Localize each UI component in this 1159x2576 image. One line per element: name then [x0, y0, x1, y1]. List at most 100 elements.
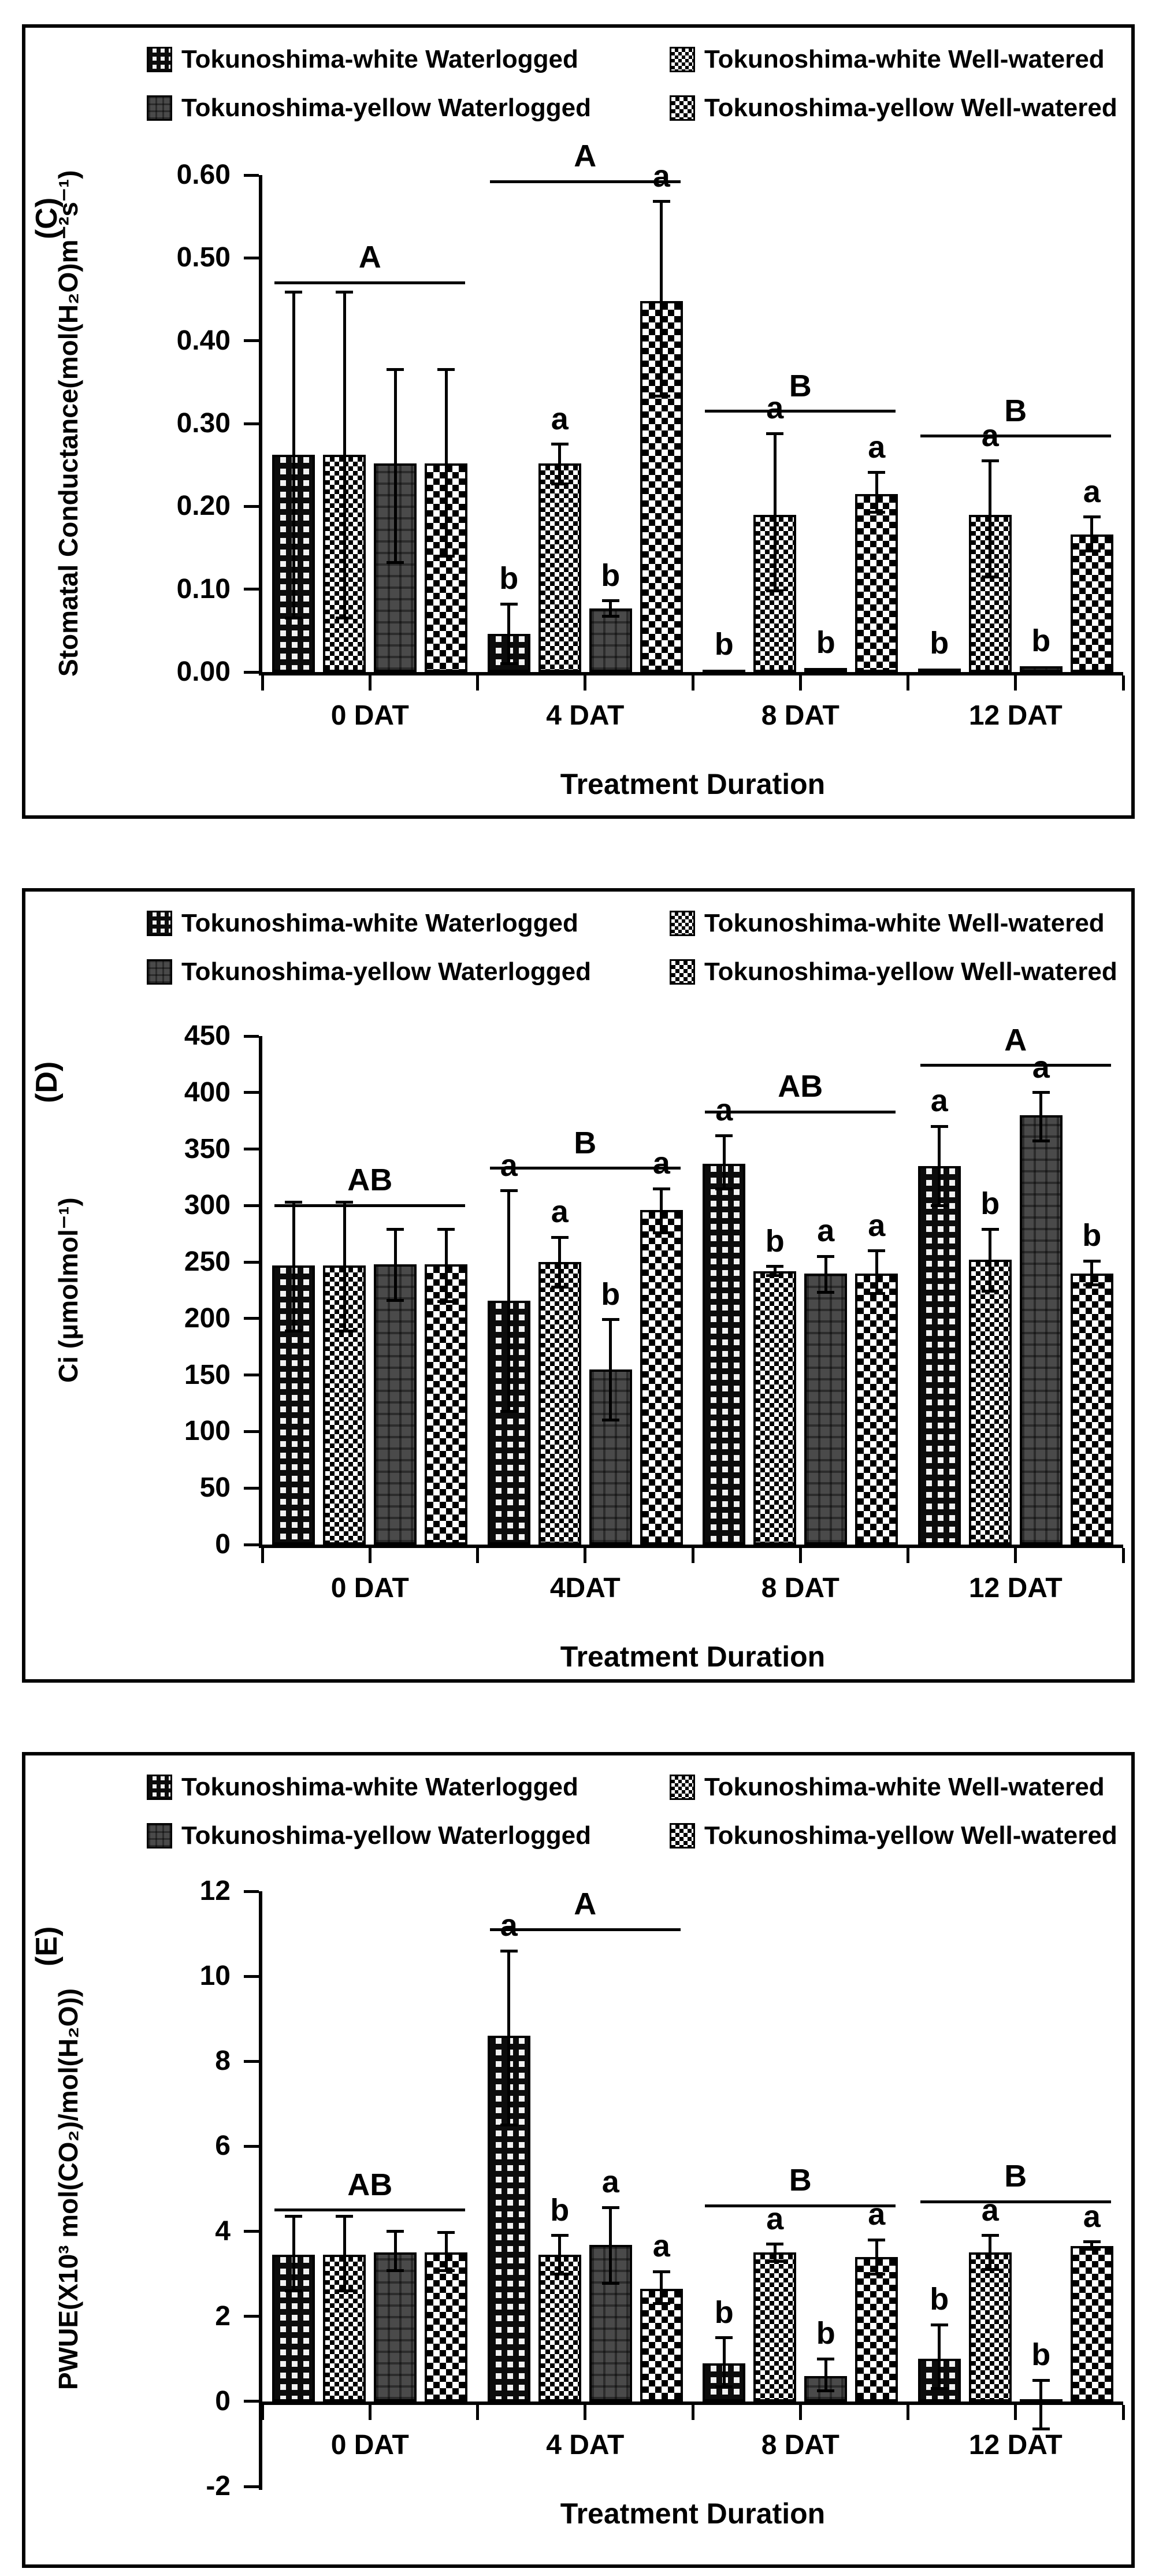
y-tick-mark: [244, 1543, 259, 1546]
error-bar: [875, 472, 878, 513]
bar-significance-letter: a: [551, 401, 569, 436]
error-bar-cap-bottom: [1083, 2247, 1101, 2251]
error-bar-cap-bottom: [387, 561, 404, 565]
error-bar-cap-top: [652, 1187, 670, 1190]
error-bar-cap-bottom: [601, 1419, 619, 1422]
bar: [1070, 534, 1113, 672]
significance-line: [274, 2208, 466, 2212]
bar: [272, 1265, 315, 1545]
error-bar: [292, 292, 295, 618]
error-bar-cap-top: [500, 1949, 518, 1953]
error-bar-cap-top: [437, 1227, 455, 1231]
significance-line: [274, 1204, 466, 1207]
x-tick-mark: [691, 1548, 694, 1563]
x-tick-mark: [368, 1548, 372, 1563]
error-bar-cap-top: [868, 2238, 886, 2241]
bar-significance-letter: a: [500, 1908, 518, 1943]
x-tick-mark: [368, 2404, 372, 2420]
error-bar: [343, 1202, 346, 1331]
error-bar-cap-bottom: [930, 2387, 948, 2391]
error-bar-cap-bottom: [336, 1329, 354, 1332]
bar: [703, 669, 746, 674]
bar-significance-letter: a: [868, 429, 886, 465]
error-bar: [1039, 1092, 1043, 1141]
panel-inner: (E) Tokunoshima-white Waterlogged Tokunosh…: [25, 1755, 1131, 2564]
bar: [855, 1273, 898, 1545]
error-bar: [558, 1237, 562, 1287]
x-axis-title: Treatment Duration: [560, 768, 826, 800]
bar: [425, 1264, 468, 1545]
error-bar: [558, 444, 562, 484]
bar: [753, 1271, 797, 1545]
error-bar-cap-top: [930, 2323, 948, 2326]
legend-swatch-icon: [670, 911, 695, 936]
error-bar-cap-top: [387, 1227, 404, 1231]
x-tick-mark: [907, 2404, 909, 2420]
significance-letter: A: [574, 139, 597, 174]
y-tick-mark: [244, 422, 259, 425]
x-tick-label: 4DAT: [549, 1573, 621, 1603]
y-axis-title: PWUE(X10³ mol(CO₂)/mol(H₂O)): [53, 1988, 83, 2390]
error-bar-cap-top: [868, 1249, 886, 1253]
error-bar-cap-bottom: [868, 2272, 886, 2276]
error-bar-cap-top: [500, 602, 518, 606]
bar: [753, 2252, 797, 2401]
significance-letter: B: [574, 1125, 597, 1160]
error-bar-cap-bottom: [601, 615, 619, 618]
significance-line: [489, 180, 681, 183]
error-bar: [660, 201, 663, 396]
x-tick-mark: [1014, 675, 1017, 691]
error-bar: [773, 1266, 777, 1276]
significance-letter: AB: [778, 1069, 823, 1104]
error-bar-cap-top: [652, 200, 670, 203]
significance-line: [274, 281, 466, 284]
bar: [640, 2288, 683, 2401]
legend-swatch-icon: [670, 959, 695, 985]
error-bar: [393, 2231, 397, 2271]
significance-letter: A: [574, 1887, 597, 1922]
legend-item: Tokunoshima-yellow Well-watered: [670, 1817, 1120, 1855]
x-tick-label: 0 DAT: [330, 2429, 409, 2460]
significance-line: [705, 410, 896, 413]
legend-label: Tokunoshima-yellow Well-watered: [704, 957, 1117, 986]
error-bar-cap-top: [766, 1265, 784, 1268]
error-bar: [393, 369, 397, 563]
x-tick-mark: [1014, 1548, 1017, 1563]
x-tick-mark: [691, 675, 694, 691]
x-axis-line: [259, 1545, 1123, 1548]
bar-significance-letter: a: [868, 1208, 886, 1243]
bar: [917, 669, 961, 674]
bar-significance-letter: b: [499, 561, 519, 596]
y-tick-mark: [244, 1974, 259, 1978]
error-bar: [722, 2337, 726, 2387]
y-tick-mark: [244, 1091, 259, 1094]
x-tick-mark: [261, 675, 264, 691]
legend-label: Tokunoshima-white Waterlogged: [181, 909, 578, 937]
error-bar: [824, 1256, 827, 1293]
error-bar: [507, 1190, 511, 1412]
error-bar-cap-bottom: [387, 1299, 404, 1302]
error-bar-cap-top: [601, 2206, 619, 2209]
error-bar-cap-bottom: [868, 510, 886, 514]
error-bar-cap-bottom: [930, 1204, 948, 1207]
legend-label: Tokunoshima-white Waterlogged: [181, 45, 578, 73]
y-tick-mark: [244, 173, 259, 177]
y-tick-label: 0.50: [176, 242, 231, 273]
bar-significance-letter: a: [766, 2201, 784, 2236]
y-tick-mark: [244, 2059, 259, 2063]
y-tick-label: 300: [184, 1190, 231, 1221]
legend-item: Tokunoshima-white Waterlogged: [147, 1768, 670, 1806]
significance-letter: A: [1004, 1022, 1027, 1057]
x-tick-mark: [476, 675, 479, 691]
x-tick-mark: [798, 675, 802, 691]
bar: [425, 2252, 468, 2401]
error-bar-cap-top: [1083, 1259, 1101, 1263]
y-tick-mark: [244, 2144, 259, 2148]
error-bar: [875, 2240, 878, 2274]
y-tick-label: 8: [215, 2046, 231, 2077]
y-axis-line: [259, 175, 262, 675]
error-bar-cap-bottom: [336, 617, 354, 620]
panel-inner: (C) Tokunoshima-white Waterlogged Tokunosh…: [25, 28, 1131, 815]
x-tick-mark: [907, 1548, 909, 1563]
x-tick-label: 12 DAT: [968, 700, 1063, 731]
